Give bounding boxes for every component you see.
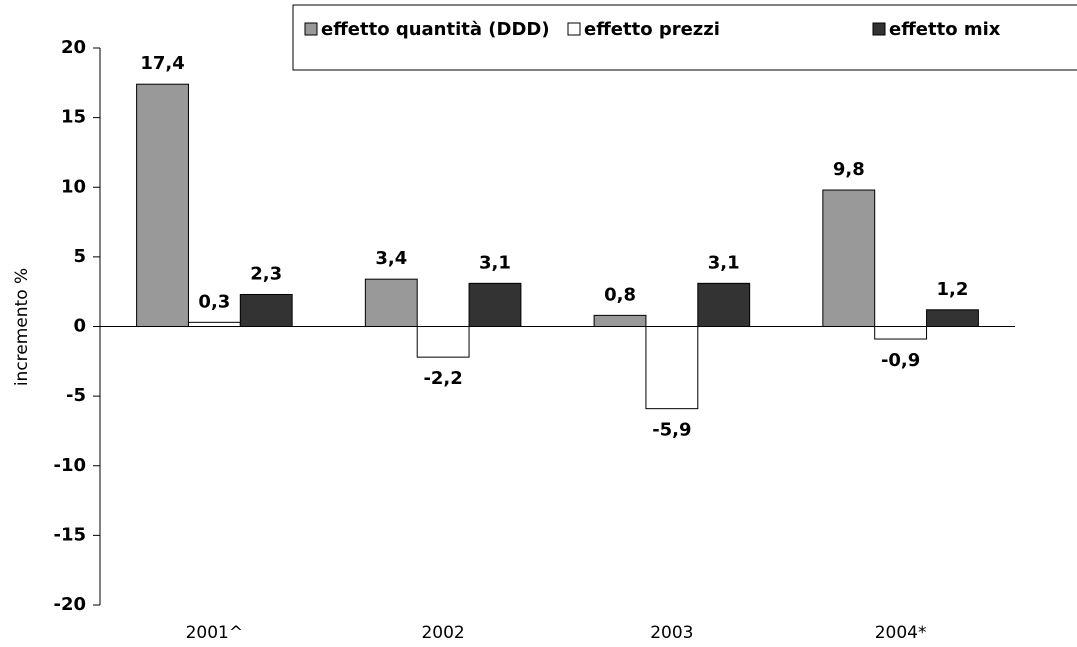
y-tick-label: -10 xyxy=(53,455,86,476)
y-tick-label: 5 xyxy=(73,246,86,267)
y-axis-label: incremento % xyxy=(12,268,32,386)
value-label: 17,4 xyxy=(140,53,184,74)
value-label: 3,4 xyxy=(375,248,407,269)
value-label: -0,9 xyxy=(881,350,920,371)
legend-swatch xyxy=(304,22,318,36)
bar xyxy=(593,314,647,327)
bar xyxy=(874,326,928,340)
y-tick-label: -20 xyxy=(53,594,86,615)
value-label: 2,3 xyxy=(250,263,282,284)
value-label: 0,3 xyxy=(198,291,230,312)
bar xyxy=(822,189,876,327)
value-label: 1,2 xyxy=(937,279,969,300)
x-tick-label: 2004* xyxy=(875,623,927,643)
y-tick-label: -5 xyxy=(66,385,86,406)
bar xyxy=(926,309,979,328)
bar xyxy=(468,282,522,327)
bar xyxy=(136,83,189,327)
bar xyxy=(697,282,751,327)
legend-swatch xyxy=(872,22,886,36)
y-tick-label: -15 xyxy=(53,524,86,545)
legend-box xyxy=(292,4,1077,71)
value-label: 9,8 xyxy=(833,159,865,180)
y-tick-label: 15 xyxy=(61,107,86,128)
bar xyxy=(364,278,418,327)
y-tick-label: 10 xyxy=(61,176,86,197)
y-tick-label: 20 xyxy=(61,37,86,58)
bar xyxy=(416,326,470,358)
legend-swatch xyxy=(567,22,581,36)
x-tick-label: 2002 xyxy=(421,623,464,643)
value-label: -2,2 xyxy=(423,368,462,389)
value-label: 3,1 xyxy=(708,252,740,273)
bar xyxy=(239,293,293,328)
value-label: -5,9 xyxy=(652,420,691,441)
y-tick-label: 0 xyxy=(73,316,86,337)
value-label: 3,1 xyxy=(479,252,511,273)
legend-label: effetto prezzi xyxy=(584,19,720,40)
bar xyxy=(187,321,241,328)
bar xyxy=(645,326,699,410)
x-tick-label: 2003 xyxy=(650,623,693,643)
legend-label: effetto mix xyxy=(889,19,1001,40)
legend-label: effetto quantità (DDD) xyxy=(321,19,550,40)
value-label: 0,8 xyxy=(604,284,636,305)
x-tick-label: 2001^ xyxy=(186,623,244,643)
